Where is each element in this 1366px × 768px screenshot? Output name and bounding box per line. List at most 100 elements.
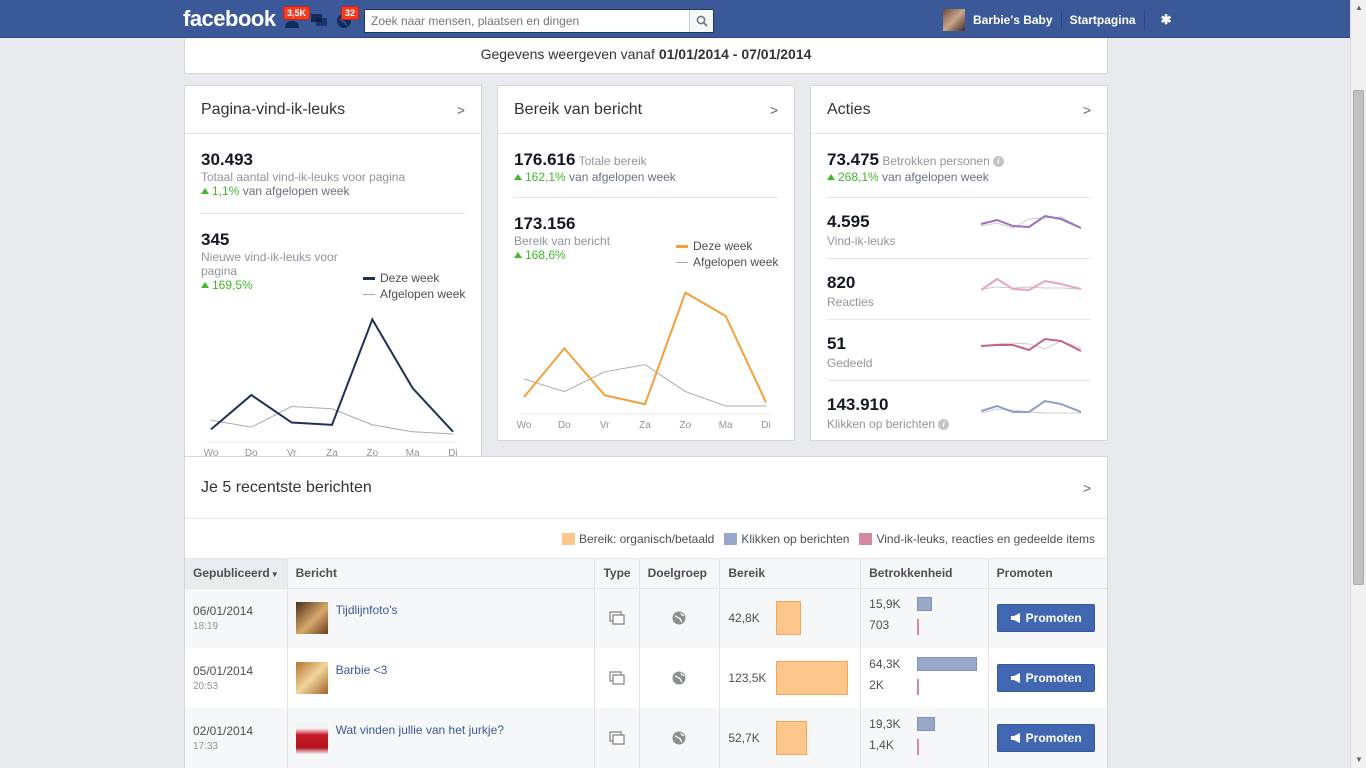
legend-engagement: Vind-ik-leuks, reacties en gedeelde item…	[876, 531, 1095, 546]
post-link[interactable]: Barbie <3	[335, 663, 388, 677]
actions-header[interactable]: Acties >	[811, 86, 1107, 134]
chevron-right-icon[interactable]: >	[456, 101, 465, 118]
action-comments-label: Reacties	[827, 295, 874, 309]
facebook-logo[interactable]: facebook	[183, 6, 276, 31]
col-reach[interactable]: Bereik	[719, 559, 862, 589]
scrollbar[interactable]: ▲ ▼	[1350, 0, 1366, 768]
page-likes-header[interactable]: Pagina-vind-ik-leuks >	[185, 86, 481, 134]
likes-chart-legend: Deze week Afgelopen week	[363, 271, 465, 303]
reach-chart-legend: Deze week Afgelopen week	[676, 239, 778, 271]
home-link[interactable]: Startpagina	[1069, 13, 1136, 27]
post-time: 18:19	[193, 621, 219, 633]
new-likes-label-1: Nieuwe vind-ik-leuks voor	[201, 250, 338, 264]
clicks-value: 19,3K	[869, 717, 901, 731]
sparkline-likes	[981, 214, 1081, 229]
legend-swatch-engagement	[859, 532, 873, 545]
promote-button[interactable]: Promoten	[996, 604, 1095, 633]
scroll-down-arrow-icon[interactable]: ▼	[1355, 755, 1363, 764]
x-tick-label: Di	[761, 420, 770, 431]
sort-arrow-icon: ▼	[270, 570, 279, 580]
post-reach-value: 173.156	[514, 214, 576, 233]
x-tick-label: Di	[448, 448, 457, 459]
promote-button[interactable]: Promoten	[996, 664, 1095, 692]
search-button[interactable]	[689, 10, 713, 32]
likes-line-chart: Wo Do Vr Za Zo Ma Di	[204, 317, 458, 459]
search-input[interactable]	[365, 10, 685, 32]
profile-link[interactable]: Barbie's Baby	[973, 13, 1053, 27]
action-row-likes[interactable]: 4.595 Vind-ik-leuks	[827, 197, 1091, 258]
info-icon[interactable]: i	[992, 156, 1004, 167]
top-bar: facebook 3,5K 32 Barbie's Baby Startpagi…	[0, 0, 1350, 38]
col-post[interactable]: Bericht	[287, 559, 596, 589]
legend-swatch-reach	[561, 532, 575, 545]
col-published[interactable]: Gepubliceerd▼	[185, 559, 288, 589]
x-tick-label: Vr	[287, 448, 297, 459]
series-line-last-week	[210, 406, 454, 435]
x-tick-label: Vr	[600, 420, 610, 431]
date-range-value[interactable]: 01/01/2014 - 07/01/2014	[658, 46, 812, 62]
reach-bar	[776, 661, 849, 695]
avatar[interactable]	[943, 9, 965, 31]
total-likes-value: 30.493	[201, 150, 253, 169]
post-thumbnail[interactable]	[295, 662, 328, 694]
user-nav: Barbie's Baby Startpagina ✱	[943, 9, 1171, 31]
reach-line-chart: Wo Do Vr Za Zo Ma Di	[517, 291, 771, 431]
post-link[interactable]: Tijdlijnfoto's	[335, 603, 398, 618]
public-globe-icon	[672, 611, 686, 625]
x-tick-label: Za	[326, 448, 338, 459]
reach-value: 123,5K	[728, 671, 767, 685]
clicks-value: 15,9K	[869, 597, 901, 612]
reach-value: 42,8K	[728, 611, 760, 626]
post-date: 05/01/2014	[193, 664, 254, 678]
page-likes-card: Pagina-vind-ik-leuks > 30.493 Totaal aan…	[184, 85, 482, 469]
scrollbar-thumb[interactable]	[1353, 90, 1364, 585]
action-row-clicks[interactable]: 143.910 Klikken op berichten i	[827, 380, 1091, 441]
divider	[201, 213, 465, 214]
likes-value: 2K	[869, 678, 884, 692]
new-likes-label-2: pagina	[201, 264, 238, 278]
public-globe-icon	[672, 671, 686, 685]
post-thumbnail[interactable]	[295, 602, 328, 635]
action-comments-value: 820	[827, 273, 856, 292]
post-date: 02/01/2014	[193, 724, 254, 738]
legend-reach: Bereik: organisch/betaald	[578, 531, 715, 546]
chevron-right-icon[interactable]: >	[769, 101, 778, 118]
series-line-this-week	[523, 291, 767, 406]
up-arrow-icon	[201, 282, 209, 288]
post-reach-header[interactable]: Bereik van bericht >	[498, 86, 794, 134]
col-audience[interactable]: Doelgroep	[639, 559, 721, 589]
chevron-right-icon[interactable]: >	[1082, 479, 1091, 496]
sparkline-shares	[981, 337, 1081, 352]
search-box	[364, 9, 714, 33]
clicks-bar	[917, 657, 978, 671]
photo-type-icon	[609, 611, 625, 625]
gear-icon[interactable]: ✱	[1160, 12, 1172, 27]
reach-bar	[776, 601, 802, 636]
date-range-prefix: Gegevens weergeven vanaf	[480, 46, 655, 62]
scroll-up-arrow-icon[interactable]: ▲	[1355, 3, 1363, 12]
col-engagement[interactable]: Betrokkenheid	[860, 559, 989, 589]
friend-requests-badge: 3,5K	[283, 6, 311, 20]
megaphone-icon	[1010, 733, 1020, 743]
x-tick-label: Wo	[517, 420, 532, 431]
likes-bar	[917, 679, 920, 695]
info-icon[interactable]: i	[938, 419, 950, 430]
post-time: 20:53	[193, 681, 219, 692]
engaged-users-value: 73.475	[827, 150, 879, 169]
post-thumbnail[interactable]	[295, 722, 328, 754]
total-likes-change: 1,1% van afgelopen week	[201, 184, 405, 198]
recent-posts-header[interactable]: Je 5 recentste berichten >	[185, 457, 1107, 519]
messages-icon[interactable]	[309, 10, 329, 30]
post-link[interactable]: Wat vinden jullie van het jurkje?	[335, 723, 504, 737]
reach-bar	[776, 721, 808, 755]
recent-posts-table: Gepubliceerd▼ Bericht Type Doelgroep Ber…	[185, 559, 1107, 768]
action-row-shares[interactable]: 51 Gedeeld	[827, 319, 1091, 380]
legend-swatch-clicks	[724, 532, 738, 545]
col-type[interactable]: Type	[594, 559, 640, 589]
action-likes-value: 4.595	[827, 212, 870, 231]
megaphone-icon	[1010, 673, 1020, 683]
action-row-comments[interactable]: 820 Reacties	[827, 258, 1091, 319]
chevron-right-icon[interactable]: >	[1082, 101, 1091, 118]
action-clicks-label: Klikken op berichten i	[827, 417, 950, 431]
promote-button[interactable]: Promoten	[996, 724, 1095, 752]
